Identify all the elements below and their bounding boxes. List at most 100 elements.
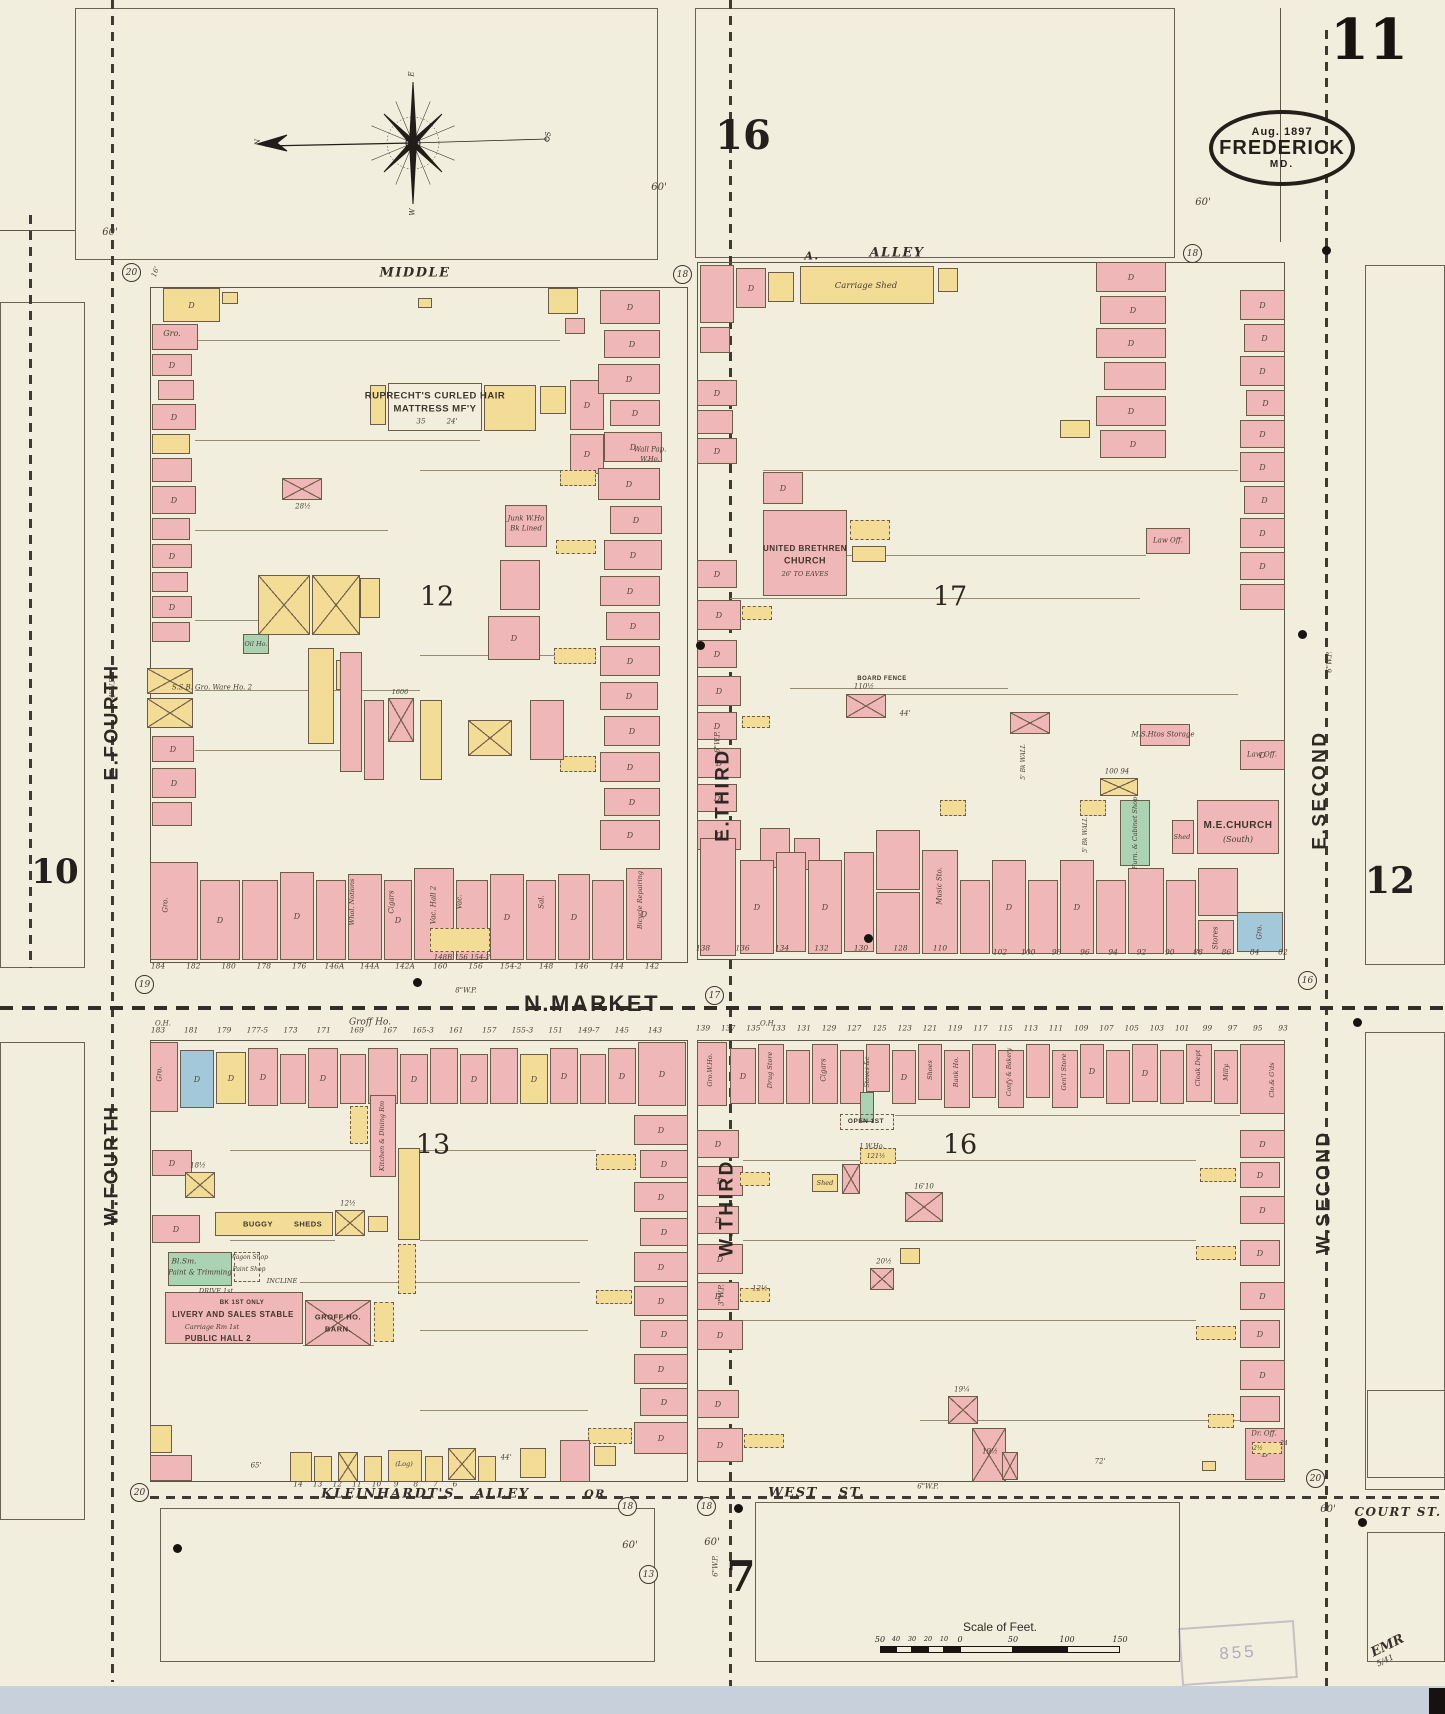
building [290, 1452, 312, 1482]
building-label: Shed [1173, 832, 1191, 841]
house-number: 165-3 [412, 1025, 434, 1035]
map-annotation: 60' [1195, 197, 1211, 208]
house-number: 13 [312, 1479, 323, 1489]
building [500, 560, 540, 610]
city-block [150, 287, 688, 963]
dwelling-letter: D [640, 909, 648, 919]
dwelling-letter: D [625, 479, 633, 489]
building-label: Whol. Notions [347, 878, 356, 926]
building [812, 1174, 838, 1192]
building: D [634, 1115, 688, 1145]
scale-tick: 10 [939, 1635, 949, 1643]
building-label: Gro. [161, 897, 170, 913]
building-label: Cigars [387, 890, 396, 914]
building [560, 1440, 590, 1482]
building: D [1100, 430, 1166, 458]
building: D [152, 736, 194, 762]
building: D [697, 1166, 743, 1196]
building-label: Sal. [537, 895, 546, 909]
city-date-stamp: Aug. 1897 FREDERICK MD. [1209, 110, 1355, 186]
lot-line [230, 1150, 370, 1151]
house-number: 90 [1165, 947, 1175, 957]
intersection-dot [864, 934, 873, 943]
house-number: 155-3 [511, 1025, 534, 1035]
building-label: 148B 156 154-2 [433, 953, 491, 962]
map-annotation: 6"W.P. [917, 1482, 939, 1491]
dwelling-letter: D [1261, 1449, 1269, 1459]
street-width-marker: 18 [618, 1497, 637, 1516]
building-label: 16'10 [914, 1182, 934, 1191]
house-number: 113 [1023, 1023, 1038, 1033]
building-label: Vac. [455, 894, 464, 910]
dwelling-letter: D [631, 408, 639, 418]
building [1002, 1452, 1018, 1480]
building-label: Paint Shop [232, 1266, 266, 1273]
building: D [520, 1054, 548, 1104]
building [312, 575, 360, 635]
building [700, 838, 736, 956]
building [150, 1425, 172, 1453]
building [520, 1448, 546, 1478]
building-label: Dr. Off. [1251, 1429, 1277, 1438]
building [940, 800, 966, 816]
building [305, 1300, 371, 1346]
house-number: 180 [221, 961, 236, 971]
dwelling-letter: D [657, 1433, 665, 1443]
adjacent-sheet-number: 10 [31, 852, 79, 892]
dwelling-letter: D [1127, 272, 1135, 282]
building: D [697, 1428, 743, 1462]
dwelling-letter: D [1259, 366, 1266, 376]
building-label: BUGGY [242, 1219, 274, 1229]
building: D [1246, 390, 1285, 416]
house-number: 97 [1227, 1023, 1238, 1033]
dwelling-letter: D [714, 1291, 722, 1301]
dwelling-letter: D [715, 758, 723, 768]
building [147, 668, 193, 694]
building: D [1240, 452, 1285, 482]
scale-tick: 40 [891, 1635, 901, 1643]
building [938, 268, 958, 292]
building [1240, 1044, 1285, 1114]
building-label: 100 94 [1104, 767, 1130, 776]
building: D [626, 868, 662, 960]
intersection-dot [1353, 1018, 1362, 1027]
building [150, 862, 198, 960]
building-label: S.S.B. Gro. Ware Ho. 2 [171, 683, 253, 692]
house-number: 143 [647, 1025, 663, 1035]
house-number: 173 [283, 1025, 298, 1035]
building [418, 298, 432, 308]
house-number: 88 [1193, 947, 1203, 957]
building [152, 802, 192, 826]
building [340, 1054, 366, 1104]
dwelling-letter: D [172, 1224, 180, 1234]
building [388, 1450, 422, 1482]
dwelling-letter: D [168, 551, 176, 561]
building-label: Drug Store [765, 1051, 774, 1089]
building: D [740, 860, 774, 954]
lot-line [420, 1410, 588, 1411]
lot-line [420, 1240, 588, 1241]
house-number: 148 [538, 961, 554, 971]
building: D [604, 432, 662, 462]
building-label: Music Sto. [935, 867, 944, 905]
building [870, 1268, 894, 1290]
building: D [1240, 290, 1285, 320]
adjacent-sheet-number: 7 [726, 1552, 756, 1601]
dwelling-letter: D [170, 412, 178, 422]
lot-line [195, 690, 420, 691]
building [1096, 880, 1126, 954]
building [215, 1212, 333, 1236]
scale-tick: 150 [1112, 1635, 1128, 1644]
building-label: 121½ [866, 1151, 886, 1160]
building-label: Vac. Hall 2 [429, 885, 438, 925]
building [900, 1248, 920, 1264]
house-number: 102 [992, 947, 1008, 957]
dwelling-letter: D [583, 449, 591, 459]
building [430, 928, 490, 952]
lot-line [886, 694, 1238, 695]
building-label: Carriage Shed [834, 280, 898, 291]
house-number: 84 [1249, 947, 1260, 957]
dwelling-letter: D [1259, 1370, 1266, 1380]
